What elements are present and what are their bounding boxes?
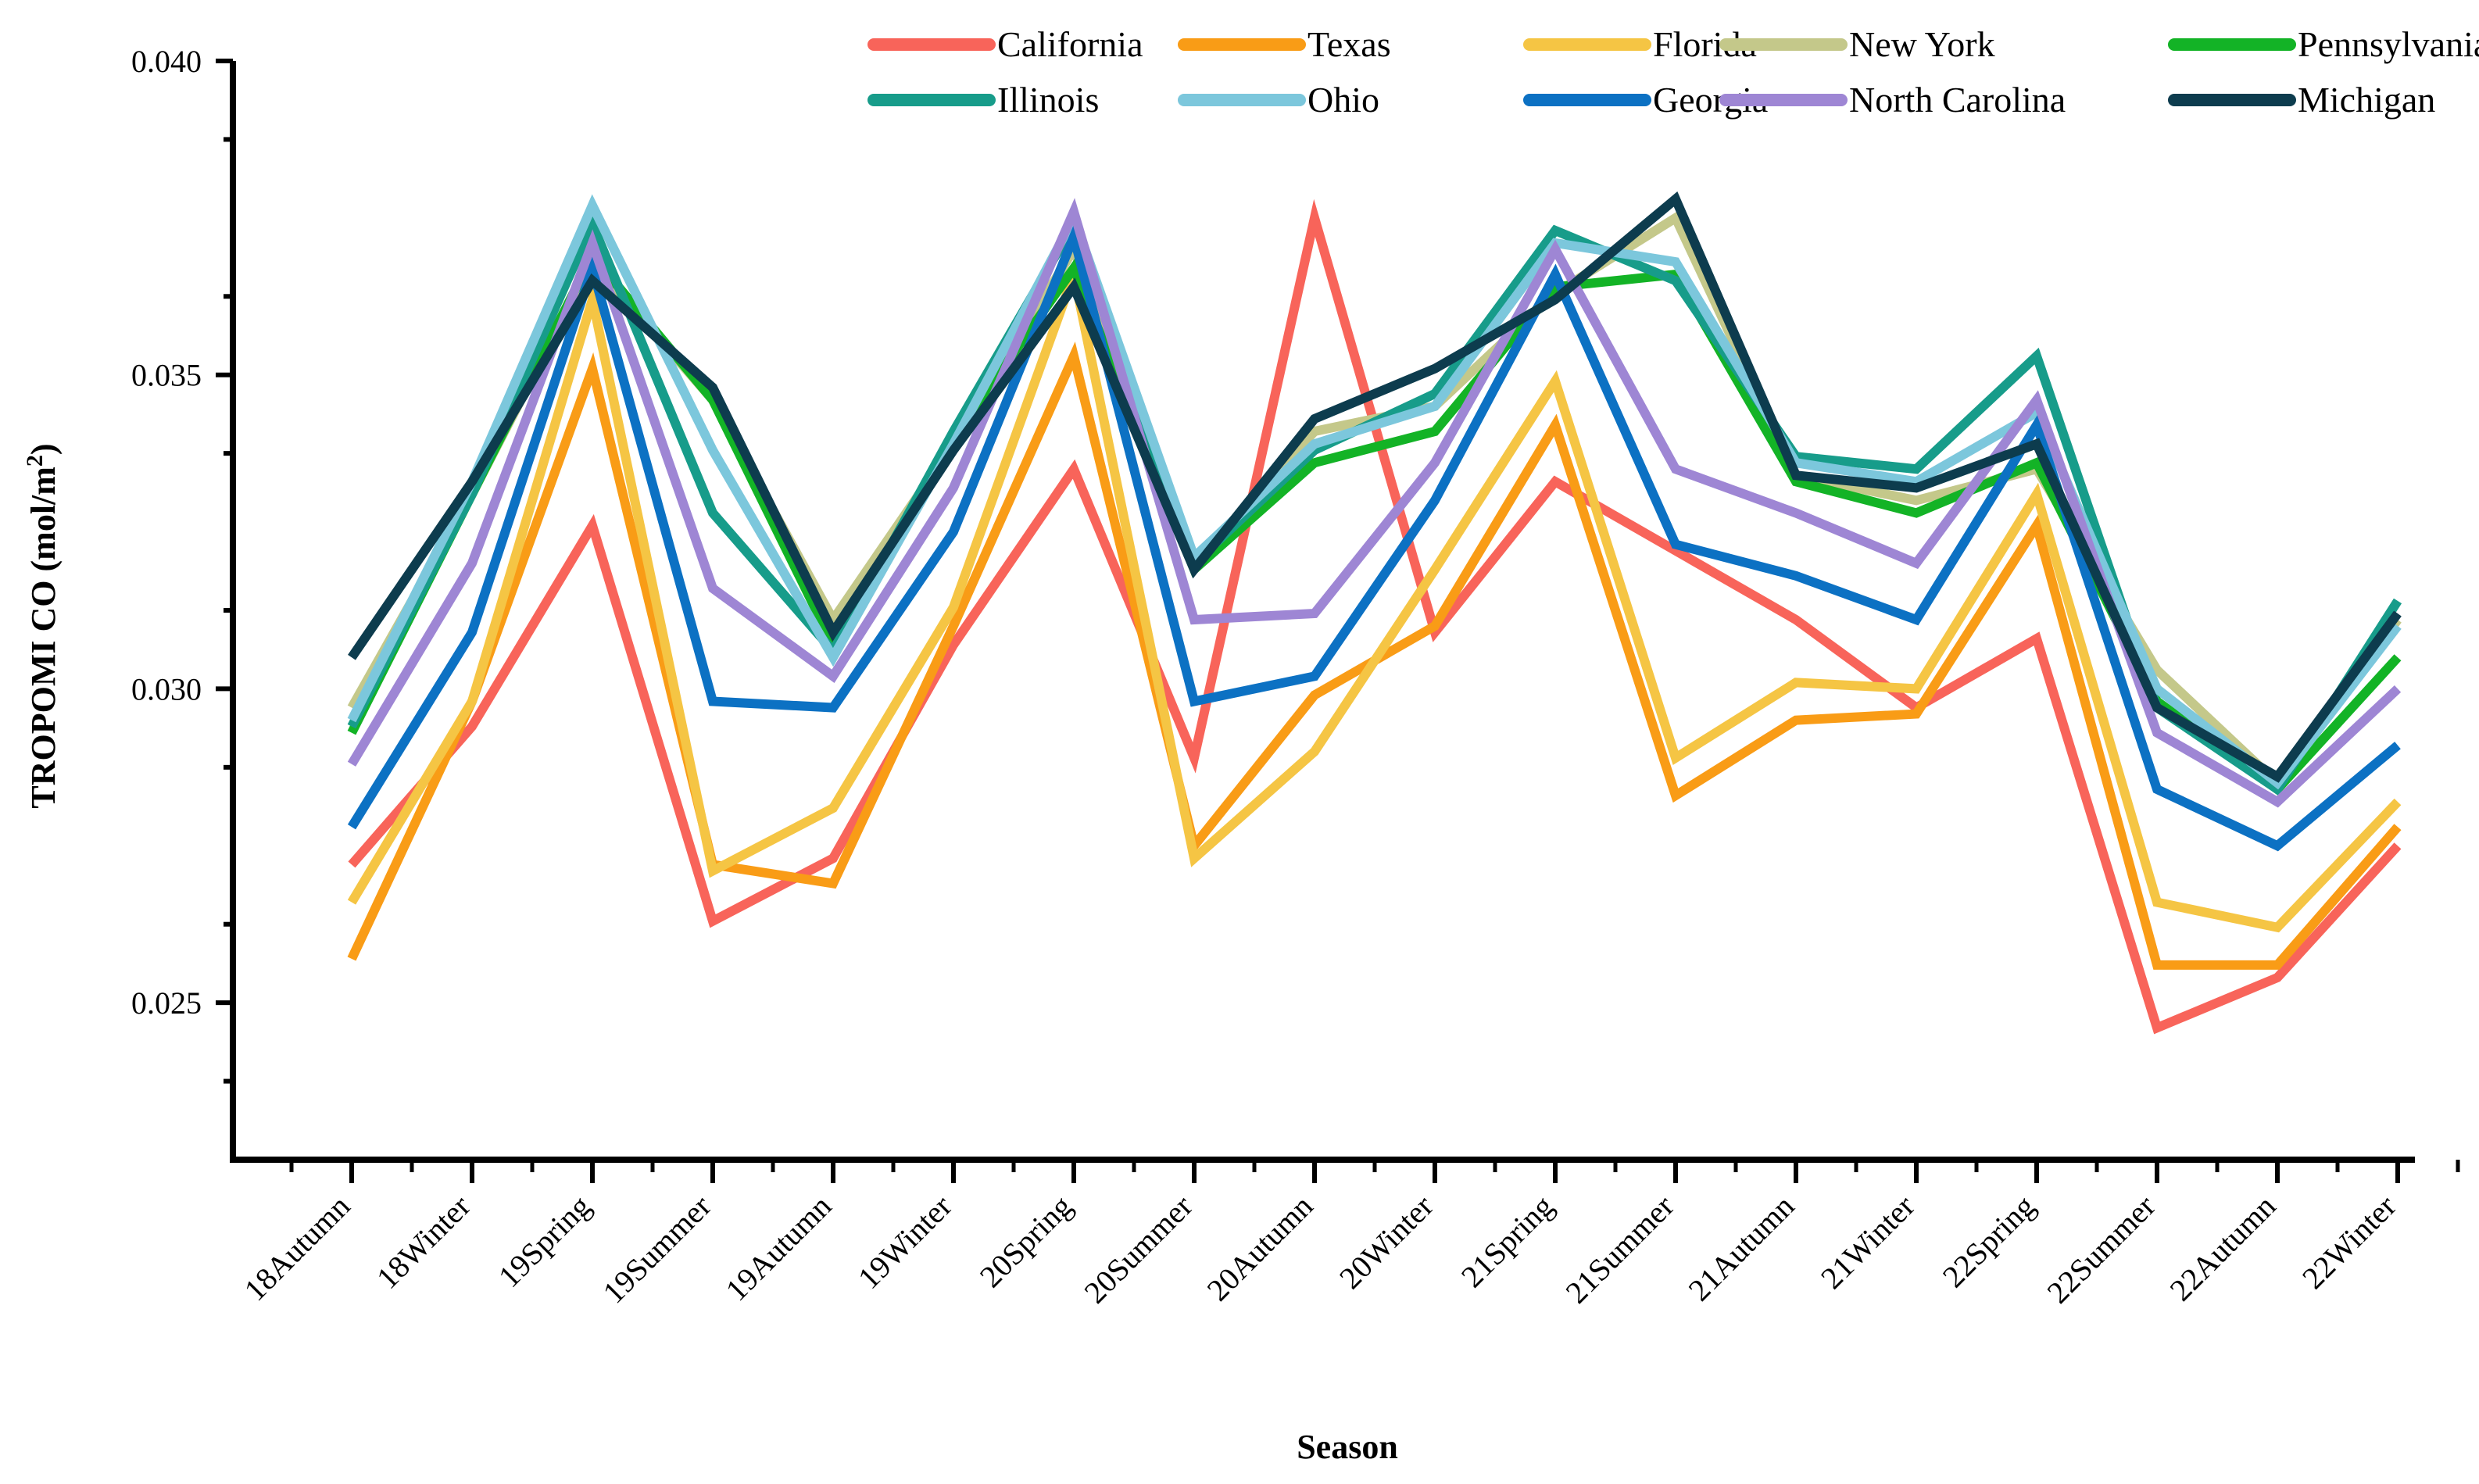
x-tick-label: 22Summer — [2040, 1189, 2162, 1311]
x-tick-label: 20Spring — [973, 1189, 1079, 1295]
y-tick-label: 0.025 — [131, 985, 202, 1021]
legend-label-michigan: Michigan — [2298, 80, 2435, 120]
x-tick-label: 22Autumn — [2163, 1189, 2283, 1308]
x-tick-label: 22Spring — [1936, 1189, 2042, 1295]
x-tick-label: 20Winter — [1333, 1189, 1440, 1296]
x-tick-label: 18Autumn — [238, 1189, 357, 1308]
x-tick-label: 22Winter — [2295, 1189, 2402, 1296]
series-line-florida — [347, 257, 2402, 933]
legend-label-california: California — [997, 24, 1143, 64]
x-tick-label: 20Autumn — [1200, 1189, 1320, 1308]
legend-label-new-york: New York — [1849, 24, 1995, 64]
legend-label-north-carolina: North Carolina — [1849, 80, 2066, 120]
x-tick-label: 21Winter — [1814, 1189, 1921, 1296]
series-lines — [347, 191, 2402, 1035]
y-tick-label: 0.035 — [131, 358, 202, 393]
legend-label-pennsylvania: Pennsylvania — [2298, 24, 2479, 64]
y-axis-title: TROPOMI CO (mol/m2) — [22, 443, 63, 808]
x-tick-label: 18Winter — [370, 1189, 477, 1296]
x-tick-label: 20Summer — [1077, 1189, 1199, 1311]
x-tick-label: 21Autumn — [1682, 1189, 1801, 1308]
y-axis-title-main: TROPOMI CO (mol/m — [24, 467, 63, 809]
x-tick-label: 21Summer — [1558, 1189, 1680, 1311]
x-tick-label: 19Spring — [492, 1189, 598, 1295]
y-tick-label: 0.030 — [131, 671, 202, 706]
series-line-michigan — [348, 191, 2402, 783]
y-ticks: 0.025 0.030 0.035 0.040 — [131, 44, 233, 1084]
y-axis-title-close: ) — [24, 443, 63, 455]
series-line-pennsylvania — [347, 247, 2402, 796]
x-tick-label: 21Spring — [1454, 1189, 1561, 1295]
x-tick-label: 19Autumn — [719, 1189, 839, 1308]
y-axis-title-superscript: 2 — [22, 455, 48, 467]
legend: California Texas Florida New York Pennsylvan… — [867, 24, 2479, 120]
legend-label-illinois: Illinois — [997, 80, 1099, 120]
y-tick-label: 0.040 — [131, 44, 202, 79]
legend-label-texas: Texas — [1307, 24, 1391, 64]
x-axis-title: Season — [1297, 1428, 1398, 1466]
series-line-north-carolina — [347, 198, 2402, 808]
legend-label-ohio: Ohio — [1307, 80, 1379, 120]
x-tick-label: 19Winter — [851, 1189, 958, 1296]
x-tick-label: 19Summer — [596, 1189, 717, 1311]
